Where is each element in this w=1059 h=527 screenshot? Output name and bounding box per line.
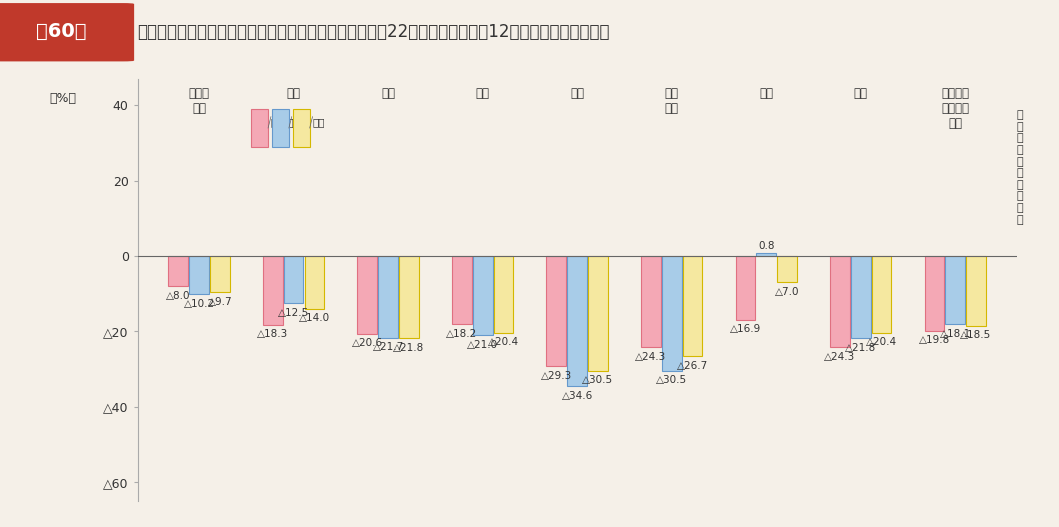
Text: △16.9: △16.9 [730,324,761,334]
Text: △21.8: △21.8 [845,343,876,353]
Text: 民生: 民生 [381,86,395,100]
Bar [399,256,418,338]
Bar [472,256,492,335]
Text: △18.2: △18.2 [446,329,478,339]
Text: △12.5: △12.5 [279,308,309,318]
Text: △21.8: △21.8 [393,343,425,353]
Text: 第60図: 第60図 [36,22,87,41]
Bar [493,256,514,333]
Text: 議会・
総務: 議会・ 総務 [189,86,210,114]
Text: 税務: 税務 [287,86,301,100]
Bar [568,256,587,386]
Text: △10.2: △10.2 [183,299,215,309]
Bar [756,253,776,256]
Bar [263,256,283,325]
Text: 合計: 合計 [312,116,325,126]
Text: △20.4: △20.4 [866,337,897,347]
Text: 一般行政関係職員の部門別、団体種類別増減状況（平成22年４月１日と平成12年４月１日との比較）: 一般行政関係職員の部門別、団体種類別増減状況（平成22年４月１日と平成12年４月… [138,23,610,41]
Bar [546,256,567,366]
Text: 労働: 労働 [570,86,585,100]
Text: △9.7: △9.7 [208,297,232,307]
Text: △21.0: △21.0 [467,339,498,349]
Bar [872,256,892,333]
Text: 0.8: 0.8 [758,241,774,251]
Text: （%）: （%） [50,92,76,105]
Bar [452,256,471,325]
Bar [284,256,304,303]
Text: △21.7: △21.7 [373,342,403,352]
Text: 一般行政
関係職員
合計: 一般行政 関係職員 合計 [941,86,969,130]
Text: △20.4: △20.4 [488,337,519,347]
Bar [777,256,796,282]
Text: △30.5: △30.5 [582,375,613,385]
Text: △19.8: △19.8 [919,335,950,345]
Text: 土木: 土木 [854,86,867,100]
Bar [830,256,849,347]
Bar [966,256,986,326]
FancyBboxPatch shape [251,109,268,147]
Text: △24.3: △24.3 [635,352,666,362]
Bar [736,256,755,319]
Text: △18.5: △18.5 [961,330,991,340]
Text: 衛生: 衛生 [475,86,489,100]
Bar [168,256,189,286]
Text: 都道府県: 都道府県 [271,116,295,126]
Text: 市町村: 市町村 [291,116,310,126]
Text: △30.5: △30.5 [657,375,687,385]
Bar [946,256,965,324]
Bar [210,256,230,292]
Bar [305,256,324,309]
FancyBboxPatch shape [0,4,133,61]
Text: △18.3: △18.3 [257,329,288,339]
Bar [683,256,702,356]
FancyBboxPatch shape [292,109,309,147]
Bar [662,256,682,371]
Text: △34.6: △34.6 [561,391,593,401]
Text: △8.0: △8.0 [166,290,191,300]
Bar [641,256,661,347]
Bar [850,256,870,338]
Bar [190,256,209,295]
Bar [588,256,608,371]
Text: △26.7: △26.7 [677,361,708,371]
Bar [925,256,945,330]
Text: △20.6: △20.6 [352,338,383,348]
Text: 一
般
行
政
関
係
職
員
合
計: 一 般 行 政 関 係 職 員 合 計 [1017,110,1023,225]
Text: △14.0: △14.0 [299,313,330,323]
Text: △29.3: △29.3 [541,371,572,381]
Text: △7.0: △7.0 [775,287,800,297]
Text: 農林
水産: 農林 水産 [665,86,679,114]
FancyBboxPatch shape [272,109,289,147]
Bar [378,256,398,338]
Bar [358,256,377,334]
Text: △18.1: △18.1 [939,329,971,339]
Text: △24.3: △24.3 [824,352,856,362]
Text: 商工: 商工 [759,86,773,100]
